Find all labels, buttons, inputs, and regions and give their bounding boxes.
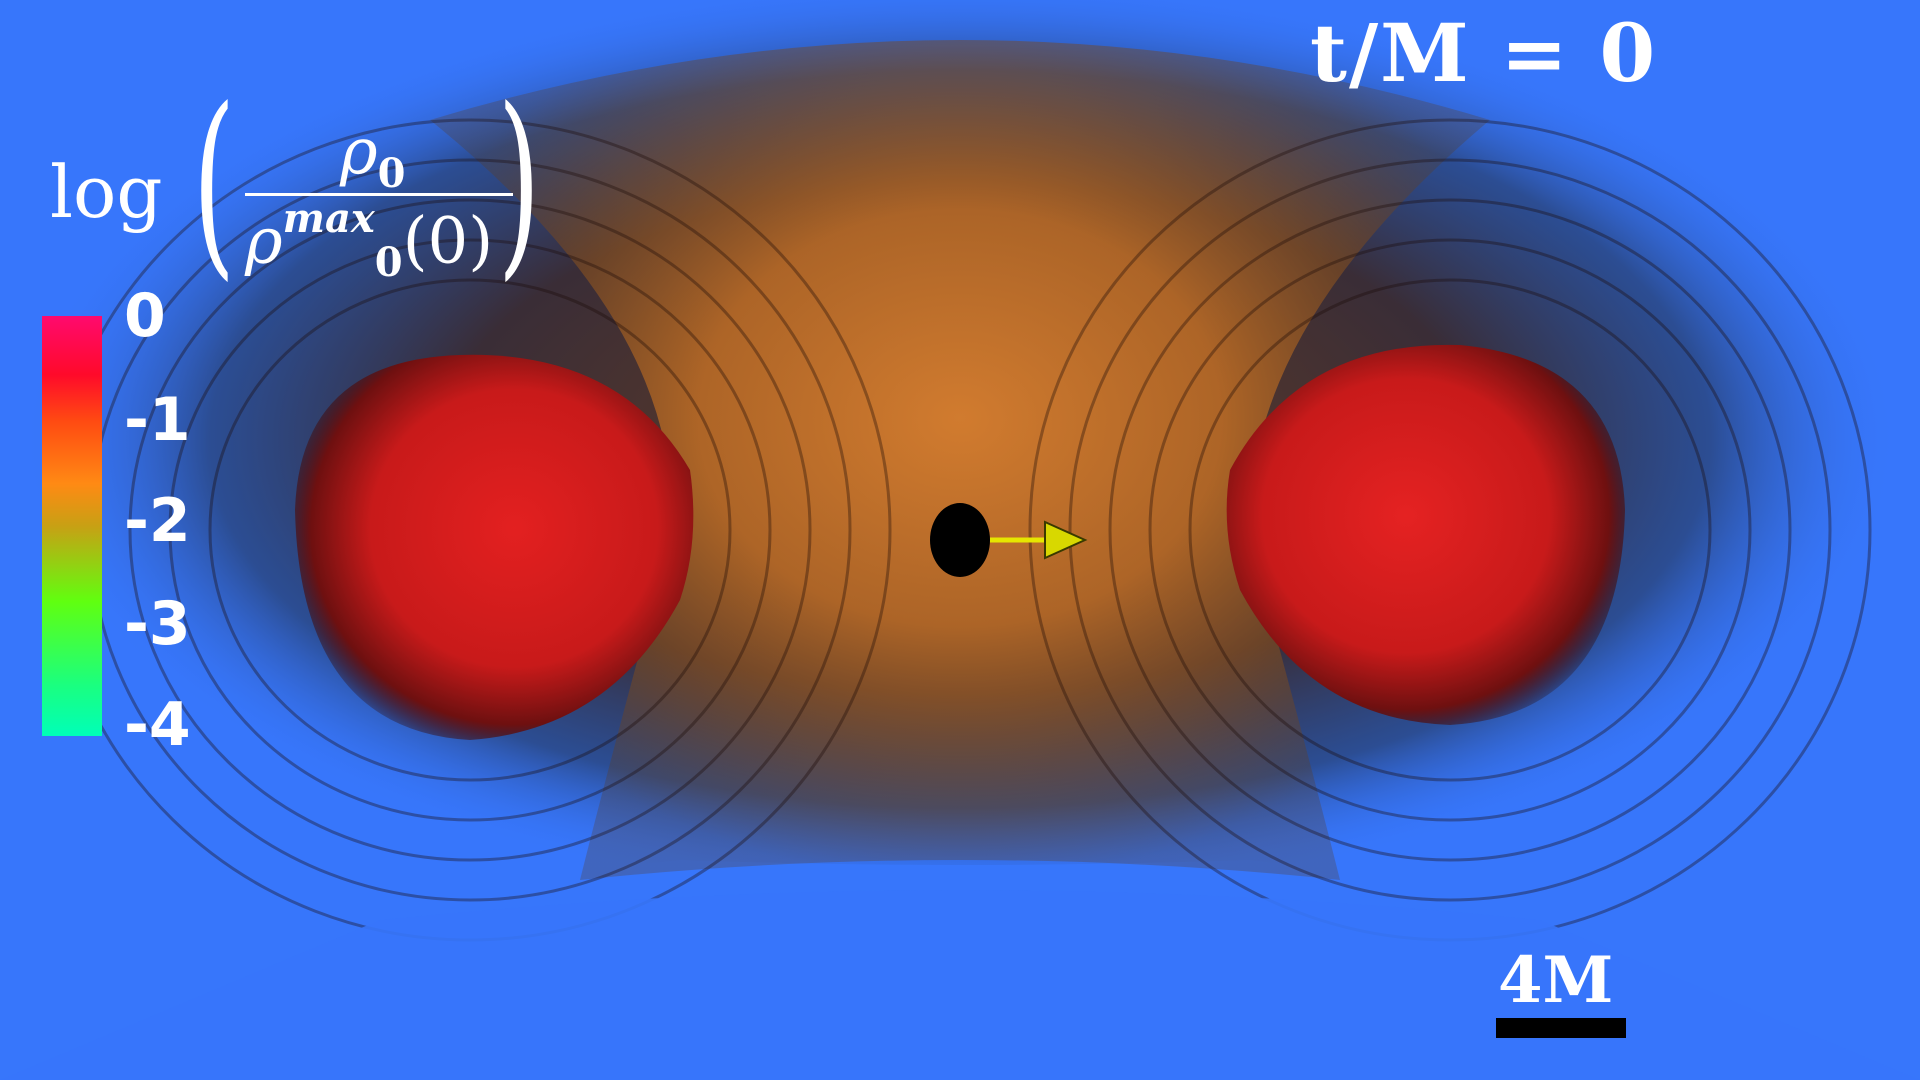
right-paren: ): [497, 66, 541, 299]
central-funnel: [430, 40, 1490, 880]
colorbar-tick: -4: [124, 690, 191, 760]
lower-background: [0, 890, 1920, 1080]
time-label: t/M = 0: [1310, 6, 1658, 100]
scale-bar-label: 4M: [1498, 943, 1614, 1018]
colorbar-tick: -1: [124, 385, 191, 455]
velocity-arrow-icon: [990, 520, 1088, 560]
colorbar: [42, 316, 102, 736]
scale-bar: [1496, 1018, 1626, 1038]
colorbar-denominator: ρmax0(0): [245, 195, 494, 287]
fraction-bar: [245, 193, 513, 196]
colorbar-log-label: log: [50, 150, 163, 234]
colorbar-tick: 0: [124, 281, 166, 351]
colorbar-tick: -3: [124, 589, 191, 659]
right-torus-section: [1226, 344, 1625, 725]
left-paren: (: [192, 66, 236, 299]
colorbar-title: log ( ρ0 ρmax0(0) ): [50, 83, 570, 295]
black-hole-icon: [930, 503, 990, 577]
left-torus-section: [295, 354, 694, 740]
colorbar-numerator: ρ0: [340, 115, 406, 197]
colorbar-tick: -2: [124, 486, 191, 556]
